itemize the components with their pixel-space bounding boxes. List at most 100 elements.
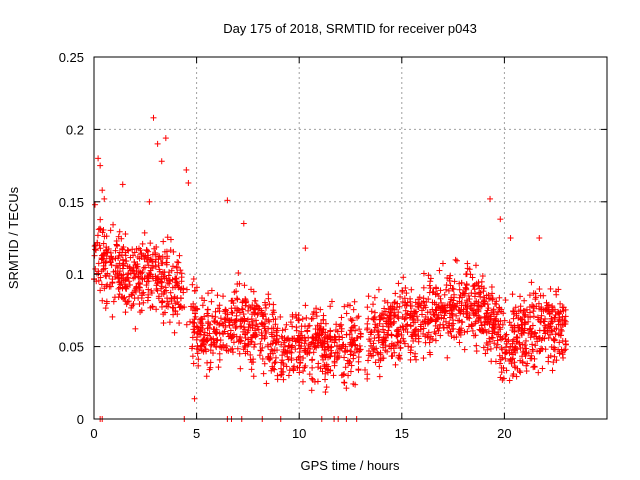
data-point [109,313,116,320]
data-point [559,316,566,323]
data-point [159,260,166,267]
data-point [148,264,155,271]
data-point [283,363,290,370]
data-point [384,299,391,306]
data-point [536,235,543,241]
x-tick-label: 5 [193,426,200,441]
data-point [458,279,465,286]
data-point [204,306,211,313]
data-point [495,329,502,336]
data-point [310,349,317,356]
data-point [413,356,420,363]
data-point [464,328,471,335]
data-point [274,376,281,383]
data-point [101,252,108,259]
data-point [403,290,410,297]
data-point [452,256,459,263]
data-point [159,298,166,305]
data-point [119,285,126,292]
data-point [104,270,111,277]
data-point [475,308,482,315]
data-point [241,326,248,333]
data-point [551,353,558,360]
data-point [292,346,299,353]
data-point [399,323,406,330]
data-point [437,321,444,328]
data-point [320,312,327,319]
data-point [107,227,114,234]
data-point [336,323,343,330]
data-point [513,373,520,380]
data-point [448,304,455,311]
data-point [167,236,174,243]
data-point [339,334,346,341]
data-point [556,350,563,357]
data-point [97,287,104,294]
data-point [258,347,265,354]
data-point [318,342,325,349]
data-point [331,359,338,366]
data-point [365,315,372,322]
data-point [364,371,371,378]
data-point [562,341,569,348]
data-point [240,311,247,318]
data-point [161,309,168,316]
data-point [279,327,286,334]
data-point [434,290,441,297]
data-point [157,255,164,262]
data-point [161,248,168,255]
data-point [376,363,383,370]
data-point [107,259,114,266]
data-point [467,300,474,307]
data-point [417,326,424,333]
data-point [113,241,120,248]
data-point [237,333,244,340]
data-point [521,311,528,318]
data-point [408,286,415,293]
data-point [263,316,270,323]
data-point [97,245,104,252]
data-point [205,290,212,297]
data-point [158,158,165,165]
data-point [270,301,277,308]
data-point [451,294,458,301]
data-point [152,249,159,256]
data-point [118,275,125,282]
data-point [388,340,395,347]
data-point [499,346,506,353]
data-point [386,313,393,320]
data-point [470,283,477,290]
data-point [336,346,343,353]
data-point [552,311,559,318]
data-point [183,321,190,328]
data-point [322,389,329,396]
data-point [92,246,99,253]
data-point [493,311,500,318]
data-point [270,309,277,316]
data-point [427,335,434,342]
data-point [143,282,150,289]
data-point [545,334,552,341]
y-tick-label: 0.15 [59,195,84,210]
data-point [437,332,444,339]
data-point [427,309,434,316]
data-point [228,305,235,312]
data-point [155,295,162,302]
data-point [506,319,513,326]
data-point [251,341,258,348]
data-point [392,290,399,297]
data-point [143,247,150,254]
data-point [510,315,517,322]
data-point [402,307,409,314]
data-point [432,337,439,344]
data-point [336,353,343,360]
data-point [232,325,239,332]
data-point [464,298,471,305]
data-point [216,330,223,337]
data-point [556,339,563,346]
data-point [389,352,396,359]
data-point [380,355,387,362]
data-point [489,328,496,335]
data-point [381,305,388,312]
data-point [511,308,518,315]
